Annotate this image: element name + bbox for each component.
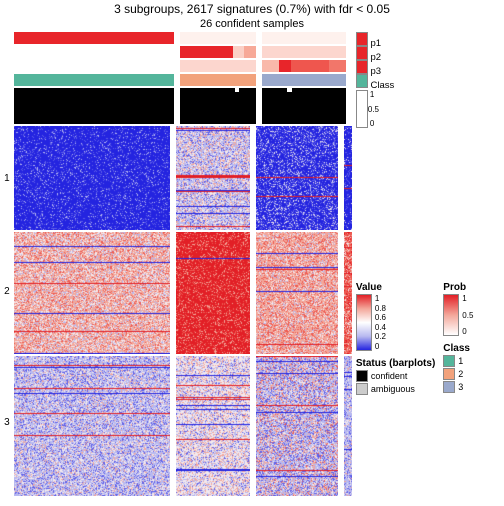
row-axis: 123 bbox=[0, 32, 14, 496]
right-panel: p1 p2 p3 Class 1 0.5 0 Value 1 bbox=[352, 32, 504, 496]
value-legend: Value 1 0.8 0.6 0.4 0.2 0 Status (barplo… bbox=[356, 282, 435, 395]
chart-subtitle: 26 confident samples bbox=[0, 18, 504, 30]
heatmap-main bbox=[14, 32, 352, 496]
chart-title: 3 subgroups, 2617 signatures (0.7%) with… bbox=[0, 2, 504, 16]
silhouette-legend: 1 0.5 0 bbox=[356, 90, 504, 128]
ann-labels: p1 p2 p3 Class bbox=[356, 32, 504, 86]
prob-class-legend: Prob 1 0.5 0 Class 1 2 3 bbox=[443, 282, 473, 395]
